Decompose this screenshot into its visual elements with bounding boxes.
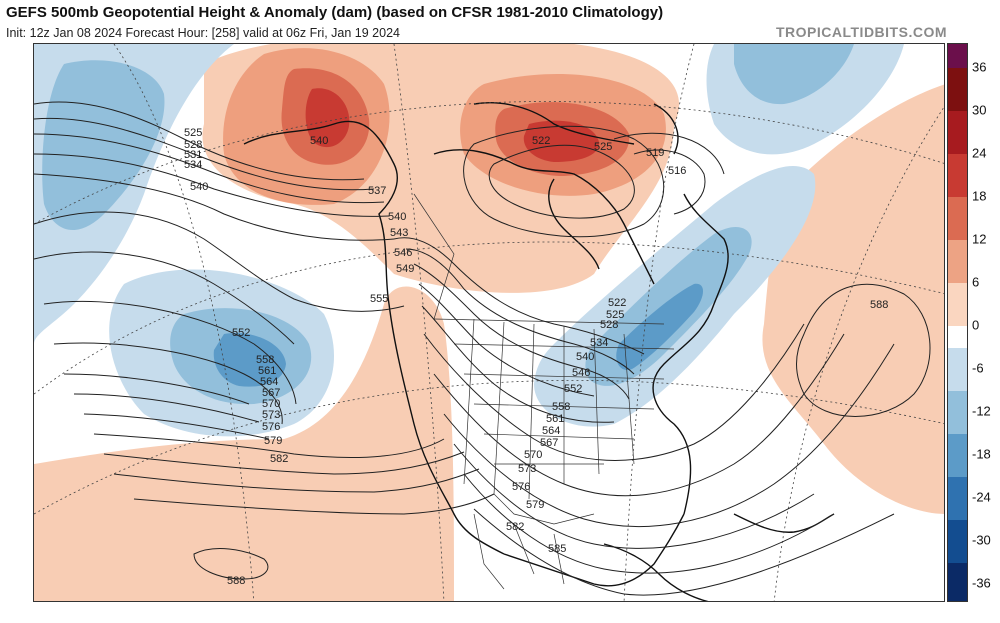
color-swatch [948, 240, 967, 283]
contour-label: 540 [190, 181, 208, 193]
color-swatch [948, 283, 967, 326]
contour-label: 567 [540, 437, 558, 449]
color-swatch [948, 154, 967, 197]
contour-label: 525 [184, 127, 202, 139]
anomaly-map: 525 528 531 534 540 552 558 561 564 567 … [33, 43, 945, 602]
contour-label: 522 [608, 297, 626, 309]
contour-label: 534 [184, 159, 202, 171]
contour-label: 561 [546, 413, 564, 425]
colorbar-label: 0 [972, 317, 980, 333]
colorbar-label: 12 [972, 231, 987, 247]
contour-label: 558 [552, 401, 570, 413]
contour-label: 534 [590, 337, 608, 349]
contour-label: 537 [368, 185, 386, 197]
contour-label: 576 [512, 481, 530, 493]
contour-label: 552 [564, 383, 582, 395]
contour-label: 567 [262, 387, 280, 399]
color-swatch [948, 111, 967, 154]
contour-label: 555 [370, 293, 388, 305]
color-swatch [948, 348, 967, 391]
colorbar-label: 18 [972, 188, 987, 204]
contour-label: 582 [270, 453, 288, 465]
forecast-info: Init: 12z Jan 08 2024 Forecast Hour: [25… [6, 26, 400, 40]
color-swatch [948, 197, 967, 240]
contour-label: 576 [262, 421, 280, 433]
color-swatch [948, 563, 967, 601]
color-swatch [948, 44, 967, 68]
colorbar-label: -6 [972, 360, 984, 376]
color-swatch [948, 520, 967, 563]
contour-label: 588 [227, 575, 245, 587]
contour-label: 519 [646, 147, 664, 159]
colorbar-label: 24 [972, 145, 987, 161]
colorbar-label: -30 [972, 532, 991, 548]
site-brand[interactable]: TROPICALTIDBITS.COM [775, 24, 947, 40]
contour-label: 522 [532, 135, 550, 147]
contour-label: 525 [606, 309, 624, 321]
contour-label: 528 [600, 319, 618, 331]
colorbar-label: -24 [972, 489, 991, 505]
contour-label: 561 [258, 365, 276, 377]
contour-label: 540 [310, 135, 328, 147]
contour-label: 573 [518, 463, 536, 475]
contour-label: 546 [572, 367, 590, 379]
contour-label: 528 [184, 139, 202, 151]
contour-label: 546 [394, 247, 412, 259]
contour-label: 540 [388, 211, 406, 223]
contour-label: 570 [262, 398, 280, 410]
colorbar-label: -12 [972, 403, 991, 419]
contour-label: 564 [260, 376, 278, 388]
color-scale-bar [947, 43, 968, 602]
contour-label: 579 [526, 499, 544, 511]
contour-label: 549 [396, 263, 414, 275]
colorbar-label: -18 [972, 446, 991, 462]
contour-label: 579 [264, 435, 282, 447]
contour-label: 573 [262, 409, 280, 421]
contour-label: 552 [232, 327, 250, 339]
colorbar-label: -36 [972, 575, 991, 591]
color-swatch [948, 477, 967, 520]
contour-label: 543 [390, 227, 408, 239]
contour-label: 558 [256, 354, 274, 366]
contour-label: 588 [870, 299, 888, 311]
contour-label: 531 [184, 149, 202, 161]
contour-label: 582 [506, 521, 524, 533]
contour-label: 585 [548, 543, 566, 555]
contour-label: 516 [668, 165, 686, 177]
color-swatch [948, 68, 967, 111]
colorbar-label: 6 [972, 274, 980, 290]
contour-label: 540 [576, 351, 594, 363]
colorbar-label: 30 [972, 102, 987, 118]
color-swatch [948, 326, 967, 348]
contour-label: 525 [594, 141, 612, 153]
color-swatch [948, 391, 967, 434]
height-contours [34, 101, 931, 596]
contour-label: 564 [542, 425, 560, 437]
colorbar-label: 36 [972, 59, 987, 75]
map-title: GEFS 500mb Geopotential Height & Anomaly… [6, 4, 664, 21]
contour-label: 570 [524, 449, 542, 461]
lat-lon-grid [34, 44, 944, 601]
color-swatch [948, 434, 967, 477]
